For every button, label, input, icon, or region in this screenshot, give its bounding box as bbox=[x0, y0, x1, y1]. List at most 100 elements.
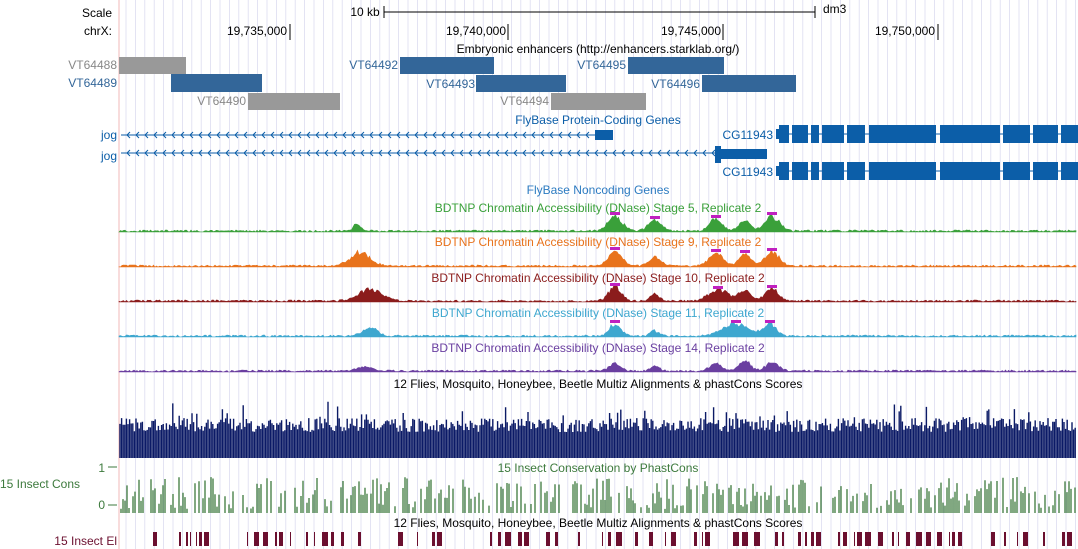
strand-arrow bbox=[171, 149, 176, 157]
enhancer-feature[interactable]: VT64493 bbox=[426, 75, 566, 92]
conserved-element bbox=[958, 532, 962, 546]
phastcons-track[interactable]: 15 Insect Conservation by PhastCons 15 I… bbox=[0, 461, 1076, 513]
conserved-element bbox=[991, 532, 995, 546]
gene-exon bbox=[1003, 125, 1030, 143]
signal-clip-marker bbox=[650, 216, 660, 219]
conserved-element bbox=[263, 532, 268, 546]
signal-clip-marker bbox=[711, 249, 721, 252]
strand-arrow bbox=[477, 149, 482, 157]
strand-arrow bbox=[351, 131, 356, 139]
conserved-element bbox=[906, 532, 910, 546]
enhancer-block[interactable] bbox=[171, 74, 262, 92]
gene-label[interactable]: CG11943 bbox=[723, 128, 774, 142]
protein-coding-genes-track[interactable]: FlyBase Protein-Coding Genes jog jog CG1… bbox=[100, 113, 1078, 180]
track-side-label[interactable]: 15 Insect Cons bbox=[0, 477, 80, 491]
conserved-elements-track[interactable]: 12 Flies, Mosquito, Honeybee, Beetle Mul… bbox=[54, 516, 1072, 548]
gene-exon bbox=[847, 162, 865, 180]
enhancer-block[interactable] bbox=[476, 75, 566, 92]
track-title: BDTNP Chromatin Accessibility (DNase) St… bbox=[432, 306, 765, 320]
signal-clip-marker bbox=[731, 320, 741, 323]
chrom-label: chrX: bbox=[84, 24, 112, 38]
ruler-track[interactable]: Scale chrX: 10 kb dm3 19,735,000 19,740,… bbox=[82, 2, 939, 40]
strand-arrow bbox=[378, 131, 383, 139]
signal-clip-marker bbox=[765, 320, 775, 323]
strand-arrow bbox=[261, 149, 266, 157]
enhancer-feature[interactable]: VT64489 bbox=[68, 74, 262, 92]
enhancer-feature[interactable]: VT64488 bbox=[68, 57, 186, 74]
conserved-element bbox=[331, 532, 334, 546]
signal-clip-marker bbox=[610, 212, 620, 215]
conserved-element bbox=[926, 532, 931, 546]
gene-exon bbox=[779, 162, 789, 180]
gene-label[interactable]: jog bbox=[100, 149, 117, 163]
strand-arrow bbox=[693, 149, 698, 157]
strand-arrow bbox=[513, 131, 518, 139]
strand-arrow bbox=[171, 131, 176, 139]
conserved-element bbox=[1004, 532, 1006, 546]
signal-clip-marker bbox=[711, 215, 721, 218]
gene-exon bbox=[792, 125, 808, 143]
strand-arrow bbox=[306, 131, 311, 139]
conserved-element bbox=[490, 532, 492, 546]
enhancer-label: VT64496 bbox=[651, 77, 700, 91]
track-side-label[interactable]: 15 Insect El bbox=[54, 534, 117, 548]
enhancer-block[interactable] bbox=[248, 93, 340, 110]
conserved-element bbox=[1067, 532, 1072, 546]
strand-arrow bbox=[549, 149, 554, 157]
strand-arrow bbox=[324, 131, 329, 139]
conserved-element bbox=[775, 532, 778, 546]
conserved-element bbox=[949, 532, 950, 546]
strand-arrow bbox=[522, 149, 527, 157]
enhancer-block[interactable] bbox=[702, 75, 796, 92]
conserved-element bbox=[279, 532, 283, 546]
gene-exon bbox=[792, 162, 808, 180]
conserved-element bbox=[1062, 532, 1065, 546]
track-title: 12 Flies, Mosquito, Honeybee, Beetle Mul… bbox=[394, 377, 803, 391]
enhancers-track[interactable]: Embryonic enhancers (http://enhancers.st… bbox=[68, 42, 796, 110]
conserved-element bbox=[694, 532, 697, 546]
dnase-tracks[interactable]: BDTNP Chromatin Accessibility (DNase) St… bbox=[118, 201, 1077, 373]
gene-label[interactable]: CG11943 bbox=[723, 165, 774, 179]
gene-label[interactable]: jog bbox=[100, 128, 117, 142]
conserved-element bbox=[546, 532, 550, 546]
conserved-element bbox=[179, 532, 181, 546]
strand-arrow bbox=[153, 131, 158, 139]
strand-arrow bbox=[522, 131, 527, 139]
strand-arrow bbox=[333, 131, 338, 139]
ruler-position: 19,745,000 bbox=[661, 24, 721, 38]
conserved-element bbox=[275, 532, 277, 546]
conserved-element bbox=[733, 532, 739, 546]
multiz-track[interactable]: 12 Flies, Mosquito, Honeybee, Beetle Mul… bbox=[119, 377, 1076, 458]
enhancer-feature[interactable]: VT64496 bbox=[651, 75, 796, 92]
ruler-position: 19,750,000 bbox=[875, 24, 935, 38]
enhancer-feature[interactable]: VT64495 bbox=[577, 57, 724, 74]
strand-arrow bbox=[297, 131, 302, 139]
enhancer-block[interactable] bbox=[119, 57, 186, 74]
conserved-element bbox=[742, 532, 748, 546]
enhancer-feature[interactable]: VT64494 bbox=[500, 93, 646, 110]
noncoding-genes-title[interactable]: FlyBase Noncoding Genes bbox=[527, 183, 670, 197]
enhancer-block[interactable] bbox=[551, 93, 646, 110]
track-title: BDTNP Chromatin Accessibility (DNase) St… bbox=[431, 271, 765, 285]
gene-exon bbox=[822, 125, 844, 143]
enhancer-feature[interactable]: VT64490 bbox=[197, 93, 340, 110]
conserved-element bbox=[358, 532, 361, 546]
strand-arrow bbox=[567, 149, 572, 157]
strand-arrow bbox=[252, 149, 257, 157]
enhancer-feature[interactable]: VT64492 bbox=[349, 57, 494, 74]
strand-arrow bbox=[459, 131, 464, 139]
strand-arrow bbox=[432, 131, 437, 139]
strand-arrow bbox=[657, 149, 662, 157]
enhancer-block[interactable] bbox=[628, 57, 724, 74]
strand-arrow bbox=[162, 131, 167, 139]
conserved-element bbox=[937, 532, 942, 546]
strand-arrow bbox=[585, 131, 590, 139]
strand-arrow bbox=[279, 131, 284, 139]
strand-arrow bbox=[126, 149, 131, 157]
scale-bar-label: 10 kb bbox=[350, 5, 380, 19]
enhancer-block[interactable] bbox=[400, 57, 494, 74]
strand-arrow bbox=[216, 131, 221, 139]
strand-arrow bbox=[387, 149, 392, 157]
strand-arrow bbox=[558, 131, 563, 139]
